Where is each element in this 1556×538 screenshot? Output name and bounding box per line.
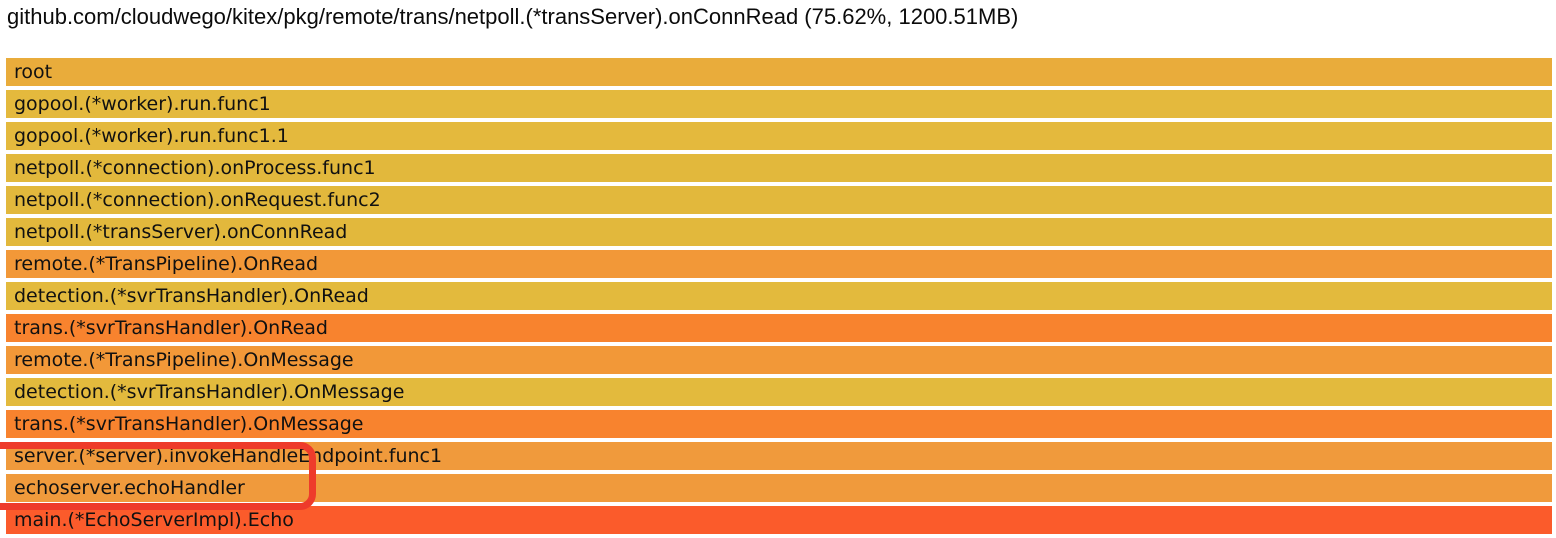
flame-frame[interactable]: server.(*server).invokeHandleEndpoint.fu… xyxy=(6,442,1552,470)
flame-frame[interactable]: netpoll.(*connection).onProcess.func1 xyxy=(6,154,1552,182)
flame-frame[interactable]: trans.(*svrTransHandler).OnMessage xyxy=(6,410,1552,438)
flame-frame[interactable]: remote.(*TransPipeline).OnRead xyxy=(6,250,1552,278)
flame-frame[interactable]: gopool.(*worker).run.func1.1 xyxy=(6,122,1552,150)
flame-frame[interactable]: netpoll.(*connection).onRequest.func2 xyxy=(6,186,1552,214)
flame-frame[interactable]: root xyxy=(6,58,1552,86)
flame-frame[interactable]: main.(*EchoServerImpl).Echo xyxy=(6,506,1552,534)
selected-frame-title: github.com/cloudwego/kitex/pkg/remote/tr… xyxy=(7,4,1019,29)
flame-frame[interactable]: trans.(*svrTransHandler).OnRead xyxy=(6,314,1552,342)
flame-frame[interactable]: detection.(*svrTransHandler).OnRead xyxy=(6,282,1552,310)
flame-frame[interactable]: detection.(*svrTransHandler).OnMessage xyxy=(6,378,1552,406)
flame-frame[interactable]: gopool.(*worker).run.func1 xyxy=(6,90,1552,118)
flamegraph: root gopool.(*worker).run.func1 gopool.(*w… xyxy=(6,58,1552,538)
flame-frame[interactable]: echoserver.echoHandler xyxy=(6,474,1552,502)
flame-frame[interactable]: netpoll.(*transServer).onConnRead xyxy=(6,218,1552,246)
flame-frame[interactable]: remote.(*TransPipeline).OnMessage xyxy=(6,346,1552,374)
